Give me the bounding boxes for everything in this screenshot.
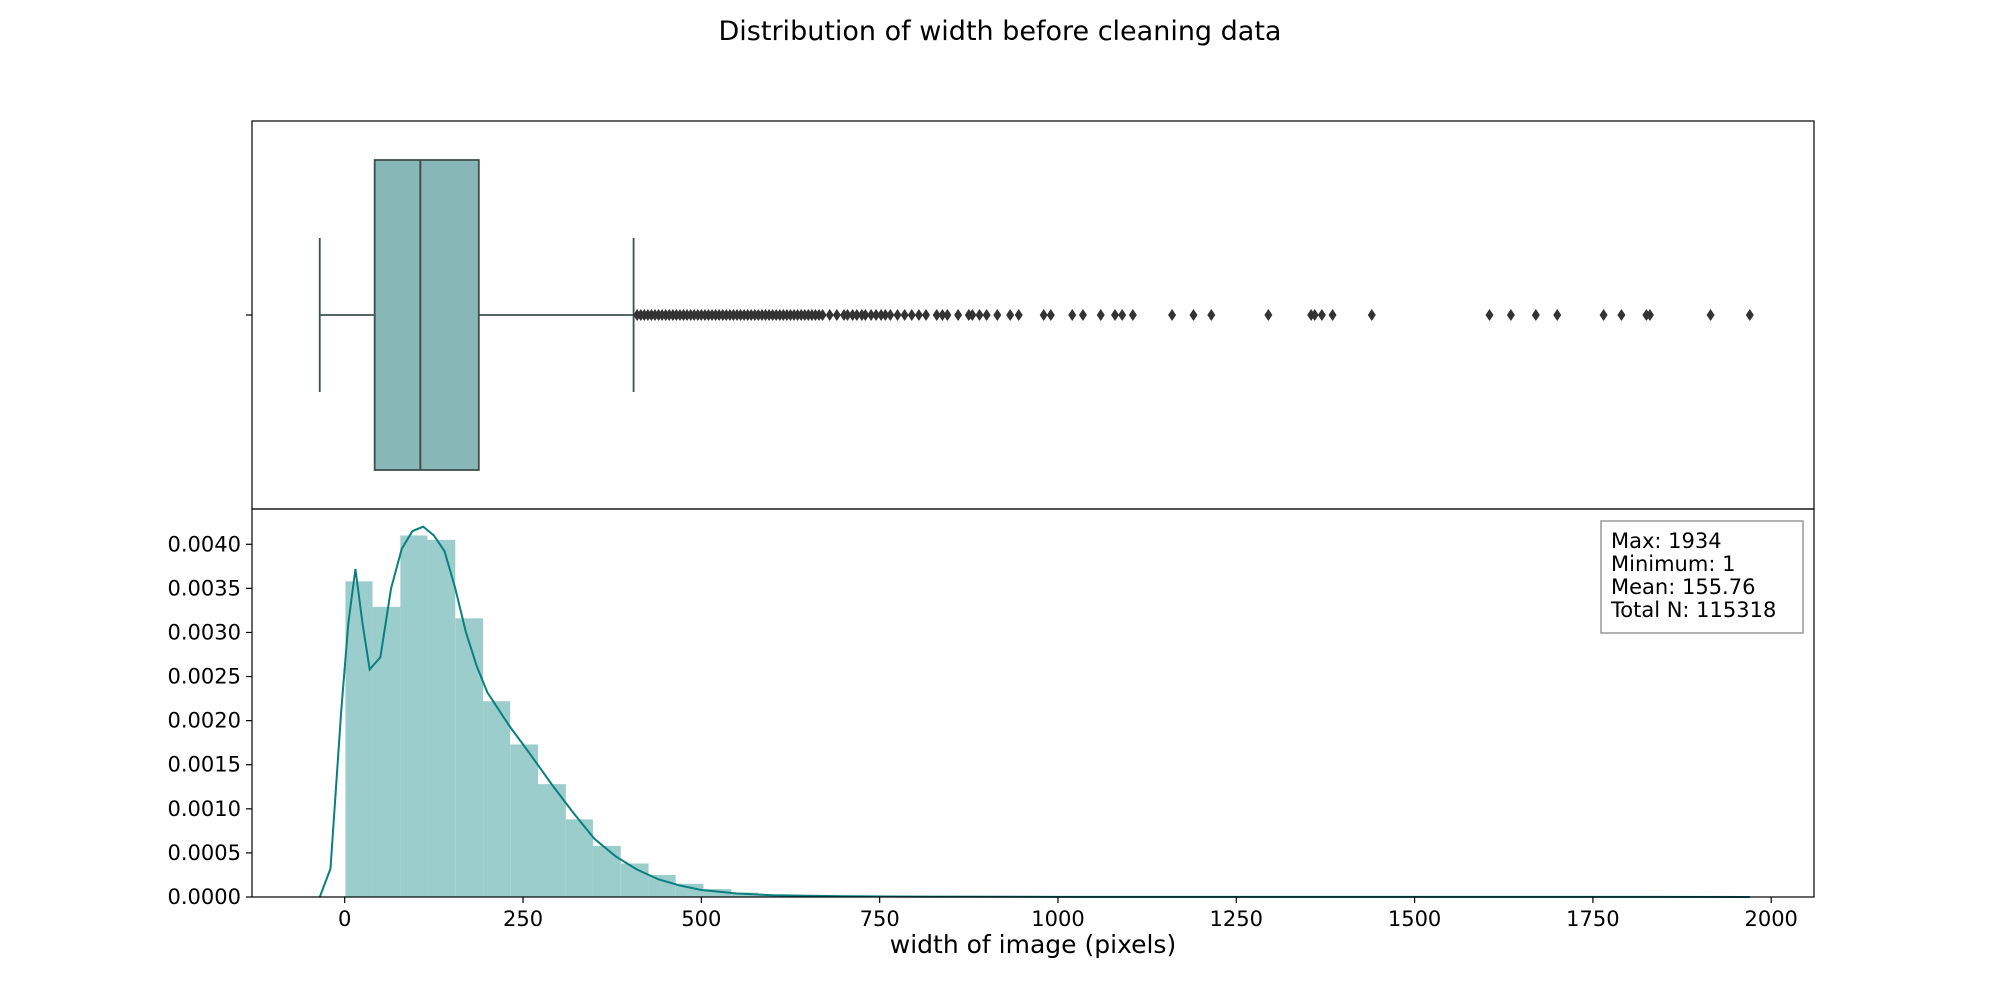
y-tick-label: 0.0010	[168, 797, 241, 821]
outlier-point	[886, 309, 894, 321]
stats-legend: Max: 1934 Minimum: 1 Mean: 155.76 Total …	[1601, 521, 1803, 633]
x-tick-label: 1500	[1388, 907, 1441, 931]
y-tick-label: 0.0020	[168, 709, 241, 733]
outlier-point	[908, 309, 916, 321]
outlier-point	[1079, 309, 1087, 321]
histogram-bar	[455, 618, 483, 897]
outlier-point	[1040, 309, 1048, 321]
histogram-bar	[483, 701, 510, 897]
x-tick-label: 750	[860, 907, 900, 931]
stats-total-n: Total N: 115318	[1610, 598, 1776, 622]
outlier-point	[901, 309, 909, 321]
outlier-point	[826, 309, 834, 321]
y-tick-label: 0.0015	[168, 753, 241, 777]
y-tick-label: 0.0035	[168, 576, 241, 600]
outlier-point	[1068, 309, 1076, 321]
outlier-point	[983, 309, 991, 321]
x-tick-label: 0	[338, 907, 351, 931]
outlier-point	[1189, 309, 1197, 321]
histogram-bar	[400, 535, 427, 897]
histogram-bar	[345, 581, 372, 897]
histogram-bar	[538, 784, 566, 897]
stats-max: Max: 1934	[1611, 529, 1722, 553]
outlier-point	[1553, 309, 1561, 321]
outlier-point	[1097, 309, 1105, 321]
outlier-point	[1118, 309, 1126, 321]
histogram-bar	[427, 540, 455, 897]
histogram-bar	[593, 846, 621, 897]
x-tick-label: 1750	[1566, 907, 1619, 931]
outlier-point	[1707, 309, 1715, 321]
x-tick-label: 1000	[1031, 907, 1084, 931]
outlier-point	[1368, 309, 1376, 321]
outlier-point	[1507, 309, 1515, 321]
outlier-point	[976, 309, 984, 321]
histogram-bar	[510, 744, 538, 897]
x-tick-label: 250	[503, 907, 543, 931]
outlier-point	[993, 309, 1001, 321]
outlier-point	[893, 309, 901, 321]
outlier-point	[1600, 309, 1608, 321]
outlier-point	[1264, 309, 1272, 321]
outlier-point	[1532, 309, 1540, 321]
y-tick-label: 0.0005	[168, 841, 241, 865]
outlier-point	[1207, 309, 1215, 321]
iqr-box	[375, 160, 479, 470]
outlier-point	[1485, 309, 1493, 321]
chart-title: Distribution of width before cleaning da…	[719, 16, 1282, 47]
x-tick-label: 500	[681, 907, 721, 931]
outlier-point	[1006, 309, 1014, 321]
outlier-point	[922, 309, 930, 321]
x-axis-label: width of image (pixels)	[890, 930, 1176, 959]
outlier-point	[833, 309, 841, 321]
x-tick-label: 2000	[1744, 907, 1797, 931]
x-tick-label: 1250	[1210, 907, 1263, 931]
outlier-point	[1329, 309, 1337, 321]
outlier-point	[1111, 309, 1119, 321]
y-tick-label: 0.0000	[168, 885, 241, 909]
outlier-point	[1015, 309, 1023, 321]
stats-minimum: Minimum: 1	[1611, 552, 1735, 576]
box-plot-panel	[246, 121, 1814, 509]
outlier-point	[954, 309, 962, 321]
stats-mean: Mean: 155.76	[1611, 575, 1755, 599]
outlier-point	[1129, 309, 1137, 321]
outlier-point	[915, 309, 923, 321]
histogram-bar	[373, 607, 401, 897]
outlier-point	[1047, 309, 1055, 321]
y-tick-label: 0.0030	[168, 620, 241, 644]
histogram-bar	[649, 875, 676, 897]
y-tick-label: 0.0040	[168, 532, 241, 556]
histogram-panel: 0 250 500 750 1000 1250 1500 1750 2000 0.0000 0.0…	[168, 509, 1814, 959]
outlier-point	[943, 309, 951, 321]
outlier-point	[1617, 309, 1625, 321]
y-tick-label: 0.0025	[168, 665, 241, 689]
outlier-point	[1318, 309, 1326, 321]
outlier-point	[1168, 309, 1176, 321]
outlier-point	[1746, 309, 1754, 321]
